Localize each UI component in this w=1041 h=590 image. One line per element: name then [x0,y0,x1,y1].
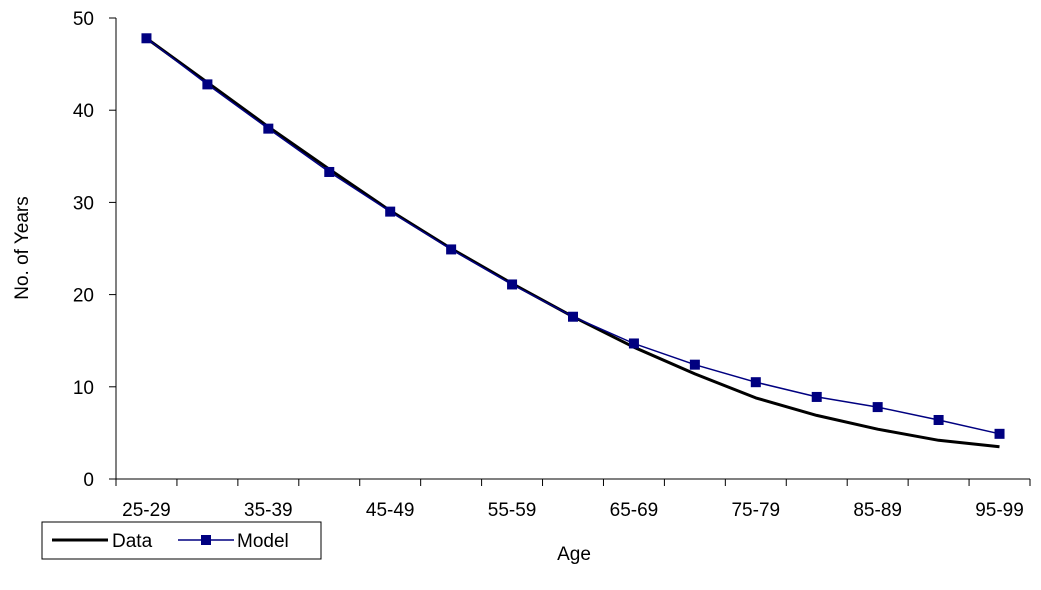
legend: Data Model [41,521,322,560]
legend-model-label: Model [237,531,289,552]
data-point-model [385,206,396,217]
data-point-model [689,359,700,370]
data-point-model [750,377,761,388]
x-tick-label: 95-99 [975,500,1024,521]
x-tick-label: 55-59 [488,500,537,521]
y-tick-label: 10 [73,378,94,399]
data-point-model [811,391,822,402]
data-point-model [202,79,213,90]
data-point-model [324,166,335,177]
y-tick-label: 30 [73,193,94,214]
legend-data-label: Data [112,531,153,552]
x-tick-label: 75-79 [731,500,780,521]
x-tick-label: 35-39 [244,500,293,521]
y-axis-ticks: 0 10 20 30 40 50 [73,9,116,491]
data-point-model [141,33,152,44]
y-axis-title: No. of Years [12,196,33,300]
x-tick-label: 65-69 [610,500,659,521]
series-line-data [145,37,1000,449]
data-point-model [933,414,944,425]
series-line-model [146,37,1000,435]
x-tick-label: 25-29 [122,500,171,521]
data-point-model [568,311,578,322]
x-axis-title: Age [557,544,591,565]
data-point-model [628,338,639,349]
x-axis-ticks: 25-29 35-39 45-49 55-59 65-69 75-79 85-89 95-99 [115,479,1031,521]
legend-model-swatch-marker [201,535,211,545]
x-tick-label: 45-49 [366,500,415,521]
x-tick-label: 85-89 [853,500,902,521]
data-point-model [872,402,883,413]
y-tick-label: 40 [73,101,94,122]
data-point-model [263,123,274,134]
series-layer [141,33,1005,449]
y-tick-label: 50 [73,9,94,30]
data-point-model [994,428,1005,439]
y-tick-label: 0 [83,470,94,491]
data-point-model [446,244,457,255]
y-tick-label: 20 [73,286,94,307]
data-point-model [507,279,518,290]
